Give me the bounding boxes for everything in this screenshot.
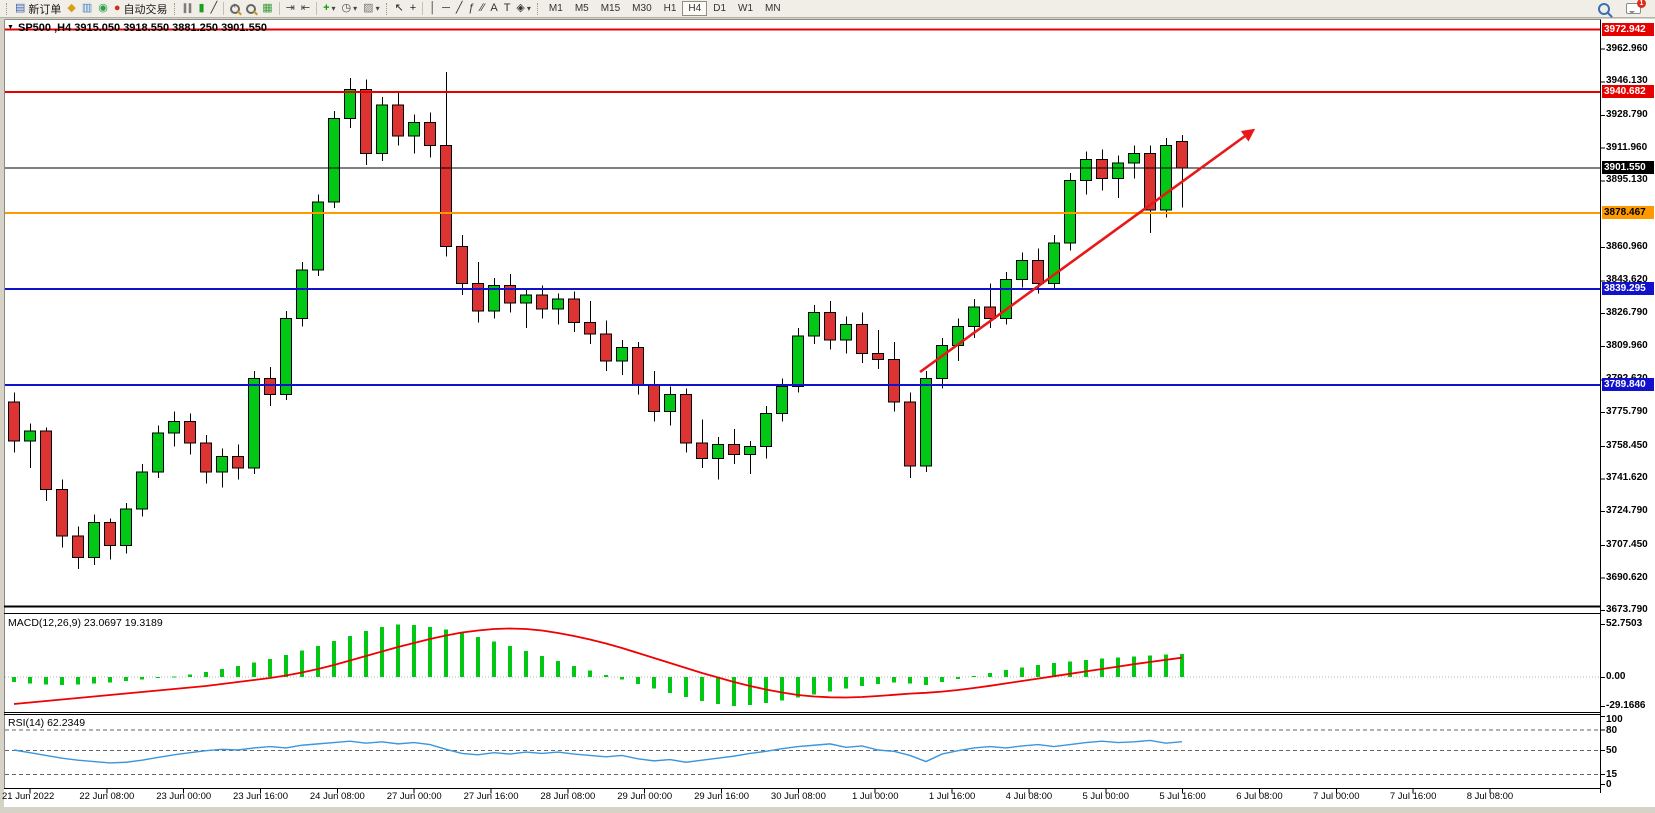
toolbar-grip <box>173 2 177 15</box>
chart-shift-icon: ⇤ <box>300 2 311 14</box>
signal-icon: ◉ <box>98 2 108 14</box>
timeframe-group: M1 M5 M15 M30 H1 H4 D1 W1 MN <box>543 1 787 16</box>
zoom-out-button[interactable]: − <box>243 1 259 17</box>
timeframe-button-m15[interactable]: M15 <box>600 3 621 14</box>
channel-button[interactable]: ∕∕ <box>478 1 488 17</box>
vertical-line-icon: │ <box>429 2 437 14</box>
chart-shift-button[interactable]: ⇤ <box>298 1 313 17</box>
trendline-icon: ╱ <box>455 2 463 14</box>
new-order-icon: ▤ <box>15 2 26 14</box>
zoom-in-button[interactable]: + <box>227 1 243 17</box>
horizontal-line-icon: ─ <box>442 2 450 14</box>
new-order-button[interactable]: ▤ 新订单 <box>12 1 64 17</box>
auto-trading-label: 自动交易 <box>123 3 168 16</box>
new-chart-button[interactable]: ◆ <box>64 1 78 17</box>
trendline-button[interactable]: ╱ <box>453 1 466 17</box>
auto-scroll-button[interactable]: ⇥ <box>283 1 298 17</box>
zoom-out-icon: − <box>246 3 257 14</box>
timeframe-button-h1[interactable]: H1 <box>663 3 677 14</box>
horizontal-line-button[interactable]: ─ <box>439 1 453 17</box>
toolbar-separator <box>278 2 280 15</box>
macd-signal-line <box>13 627 1183 705</box>
toolbar-right: 1 <box>1595 0 1652 17</box>
notification-badge: 1 <box>1637 0 1646 8</box>
timeframe-button-mn[interactable]: MN <box>765 3 781 14</box>
fibonacci-button[interactable]: ƒ <box>466 1 478 17</box>
toolbar-separator <box>223 2 225 15</box>
crosshair-icon: + <box>409 2 417 14</box>
cursor-button[interactable]: ↖ <box>392 1 407 17</box>
timeframe-button-w1[interactable]: W1 <box>738 3 754 14</box>
channel-icon: ∕∕ <box>480 2 485 14</box>
periods-button[interactable]: ◷ ▾ <box>339 1 361 17</box>
indicators-icon: + <box>323 2 330 14</box>
shapes-button[interactable]: ◈ ▾ <box>513 1 533 17</box>
timeframe-button-h4[interactable]: H4 <box>682 1 708 16</box>
vertical-line-button[interactable]: │ <box>426 1 439 17</box>
template-icon: ▨ <box>363 2 374 14</box>
search-icon <box>1598 2 1610 15</box>
chevron-down-icon: ▾ <box>526 4 531 13</box>
profiles-icon: ▥ <box>81 2 93 14</box>
chat-icon: 1 <box>1626 0 1646 14</box>
chevron-down-icon: ▾ <box>353 4 358 13</box>
shapes-icon: ◈ <box>516 2 525 14</box>
toolbar-grip <box>6 2 9 15</box>
tile-windows-button[interactable]: ▦ <box>259 1 275 17</box>
toolbar-grip <box>536 2 540 15</box>
chevron-down-icon: ▾ <box>331 4 336 13</box>
search-button[interactable] <box>1595 1 1613 17</box>
candle-chart-icon: ▮ <box>198 2 205 14</box>
timeframe-button-d1[interactable]: D1 <box>713 3 727 14</box>
candlestick-series <box>8 71 1188 570</box>
bar-chart-icon: ∥∥ <box>182 3 193 14</box>
templates-button[interactable]: ▨ ▾ <box>360 1 382 17</box>
crosshair-button[interactable]: + <box>407 1 419 17</box>
auto-scroll-icon: ⇥ <box>285 2 295 14</box>
fibonacci-icon: ƒ <box>468 2 475 14</box>
profiles-button[interactable]: ▥ <box>79 1 95 17</box>
zoom-in-icon: + <box>230 3 241 14</box>
new-order-label: 新订单 <box>28 3 62 16</box>
toolbar-grip <box>385 2 389 15</box>
horizontal-level-lines[interactable] <box>5 28 1600 386</box>
cursor-icon: ↖ <box>394 2 404 14</box>
timeframe-button-m5[interactable]: M5 <box>574 3 589 14</box>
auto-trading-icon: ● <box>113 2 121 14</box>
macd-histogram <box>12 624 1184 707</box>
line-chart-icon: ╱ <box>210 2 218 14</box>
signals-button[interactable]: ◉ <box>95 1 111 17</box>
candle-chart-button[interactable]: ▮ <box>196 1 208 17</box>
text-button[interactable]: A <box>487 1 500 17</box>
label-button[interactable]: T <box>501 1 514 17</box>
auto-trading-button[interactable]: ● 自动交易 <box>111 1 171 17</box>
text-icon: A <box>490 2 498 14</box>
label-icon: T <box>503 2 511 14</box>
indicators-button[interactable]: + ▾ <box>320 1 338 17</box>
trend-arrow[interactable] <box>919 128 1256 374</box>
rsi-line <box>13 739 1183 764</box>
toolbar-separator <box>422 2 424 15</box>
timeframe-button-m1[interactable]: M1 <box>548 3 563 14</box>
toolbar: ▤ 新订单 ◆ ▥ ◉ ● 自动交易 ∥∥ ▮ ╱ + − <box>0 0 1655 18</box>
tile-windows-icon: ▦ <box>262 2 273 14</box>
chevron-down-icon: ▾ <box>375 4 380 13</box>
clock-icon: ◷ <box>341 2 352 14</box>
toolbar-separator <box>316 2 318 15</box>
line-chart-button[interactable]: ╱ <box>208 1 221 17</box>
new-chart-icon: ◆ <box>67 2 76 14</box>
timeframe-button-m30[interactable]: M30 <box>632 3 652 14</box>
notifications-button[interactable]: 1 <box>1623 0 1646 17</box>
bar-chart-button[interactable]: ∥∥ <box>180 1 196 17</box>
